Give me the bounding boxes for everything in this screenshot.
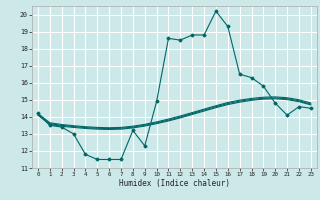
- X-axis label: Humidex (Indice chaleur): Humidex (Indice chaleur): [119, 179, 230, 188]
